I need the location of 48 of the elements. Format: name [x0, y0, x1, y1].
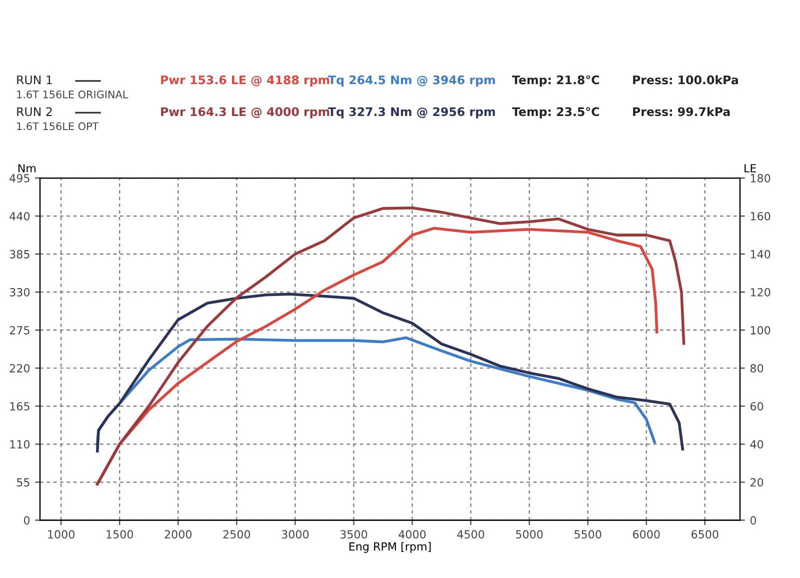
- text: Tq 327.3 Nm @ 2956 rpm: [328, 107, 495, 118]
- text: RUN 2: [17, 107, 52, 116]
- text: Press: 100.0kPa: [633, 75, 738, 84]
- y2-tick-label: 140: [750, 250, 770, 258]
- text: Pwr 164.3 LE @ 4000 rpm: [161, 107, 330, 118]
- y-tick-label: 165: [10, 402, 30, 411]
- y-axis-title: Nm: [18, 164, 36, 172]
- text: 1.6T 156LE OPT: [17, 122, 99, 130]
- text: Temp: 23.5°C: [512, 107, 600, 118]
- text: Press: 99.7kPa: [633, 106, 730, 116]
- x-tick-label: 2500: [223, 530, 250, 539]
- y2-tick-label: 80: [750, 364, 764, 372]
- x-axis-title: Eng RPM [rpm]: [349, 542, 431, 553]
- text: RUN 1: [17, 76, 52, 84]
- text: Temp: 21.8°C: [512, 75, 600, 87]
- text: 1.6T 156LE ORIGINAL: [17, 90, 128, 98]
- y-tick-label: 385: [10, 250, 30, 258]
- y-tick-label: 495: [10, 174, 30, 182]
- x-tick-label: 3000: [282, 530, 309, 539]
- y2-tick-label: 60: [750, 402, 764, 411]
- line-series: [96, 292, 684, 452]
- x-tick-label: 1000: [48, 530, 74, 539]
- y2-tick-label: 100: [750, 326, 770, 334]
- x-tick-label: 4000: [398, 530, 426, 539]
- y2-axis-title: LE: [744, 164, 756, 172]
- y-tick-label: 110: [10, 440, 30, 449]
- x-tick-label: 5000: [516, 530, 543, 539]
- x-tick-label: 6500: [692, 530, 718, 539]
- x-tick-label: 5500: [574, 530, 602, 539]
- y-tick-label: 275: [10, 326, 30, 334]
- y-tick-label: 0: [24, 516, 30, 525]
- y2-tick-label: 160: [750, 212, 770, 220]
- x-tick-label: 2000: [164, 530, 192, 539]
- y2-tick-label: 20: [750, 478, 764, 487]
- x-tick-label: 4500: [457, 530, 484, 539]
- y2-tick-label: 40: [750, 440, 764, 449]
- y-tick-label: 220: [10, 364, 30, 372]
- text: Tq 264.5 Nm @ 3946 rpm: [328, 75, 495, 87]
- y-tick-label: 440: [10, 212, 30, 220]
- x-tick-label: 3500: [340, 530, 368, 539]
- x-tick-label: 6000: [632, 530, 660, 539]
- y2-tick-label: 0: [750, 516, 756, 525]
- text: Pwr 153.6 LE @ 4188 rpm: [161, 75, 330, 87]
- y-tick-label: 55: [16, 478, 30, 487]
- y2-tick-label: 180: [750, 174, 770, 182]
- x-tick-label: 1500: [106, 530, 133, 539]
- y-tick-label: 330: [10, 288, 30, 296]
- y2-tick-label: 120: [750, 288, 770, 296]
